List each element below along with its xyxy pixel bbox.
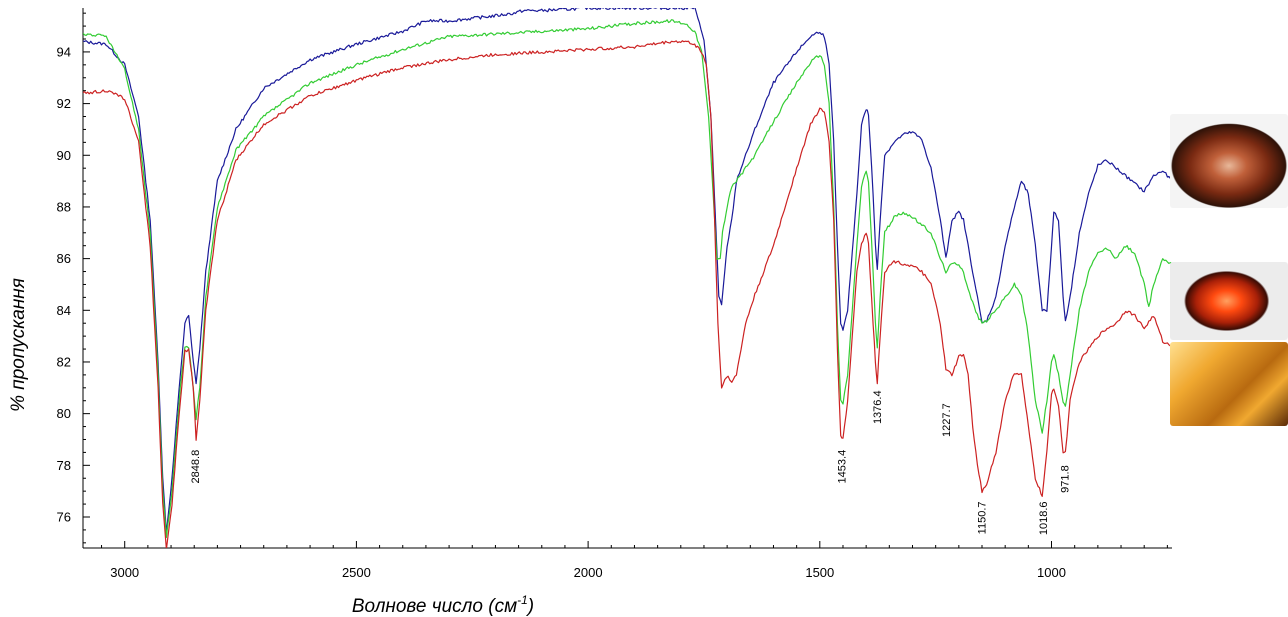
peak-label: 1376.4 xyxy=(872,390,884,424)
peak-label: 971.8 xyxy=(1060,465,1072,493)
y-tick-label: 86 xyxy=(57,251,71,266)
x-axis-title-end: ) xyxy=(526,596,534,617)
x-axis-title-superscript: -1 xyxy=(517,593,528,607)
y-tick-label: 82 xyxy=(57,354,71,369)
series-line-1 xyxy=(83,19,1172,538)
x-tick-label: 1000 xyxy=(1037,565,1066,580)
x-tick-label: 2500 xyxy=(342,565,371,580)
y-tick-label: 78 xyxy=(57,458,71,473)
minor-ticks xyxy=(83,12,1168,548)
x-axis-title: Волнове число (см-1) xyxy=(352,593,534,617)
y-tick-label: 92 xyxy=(57,96,71,111)
gem-photo-emerald-cut-yellow xyxy=(1170,342,1288,426)
x-tick-label: 1500 xyxy=(805,565,834,580)
axes xyxy=(82,8,1172,549)
y-tick-label: 80 xyxy=(57,406,71,421)
y-axis-title: % пропускання xyxy=(8,278,29,412)
y-tick-label: 88 xyxy=(57,199,71,214)
x-tick-label: 3000 xyxy=(110,565,139,580)
x-tick-label: 2000 xyxy=(574,565,603,580)
series-line-2 xyxy=(83,40,1172,548)
peak-label: 1018.6 xyxy=(1038,502,1050,536)
peak-label: 1453.4 xyxy=(836,450,848,484)
y-tick-label: 76 xyxy=(57,509,71,524)
peak-label: 1227.7 xyxy=(941,403,953,437)
y-tick-label: 84 xyxy=(57,303,71,318)
y-tick-label: 94 xyxy=(57,44,71,59)
peak-label: 1150.7 xyxy=(977,502,989,535)
x-axis-title-main: Волнове число (см xyxy=(352,596,517,617)
series-layer xyxy=(83,8,1172,548)
peak-annotations: 2848.8 1453.4 1376.4 1227.7 1150.7 1018.6 971.… xyxy=(190,390,1072,535)
peak-label: 2848.8 xyxy=(190,450,202,484)
gem-photo-trillion-amber xyxy=(1170,114,1288,208)
major-ticks: 3000 2500 2000 1500 1000 76 78 80 82 84 86 88 90 92 94 xyxy=(57,44,1066,580)
series-line-0 xyxy=(83,8,1172,535)
gem-photo-round-red xyxy=(1170,262,1288,340)
y-tick-label: 90 xyxy=(57,148,71,163)
